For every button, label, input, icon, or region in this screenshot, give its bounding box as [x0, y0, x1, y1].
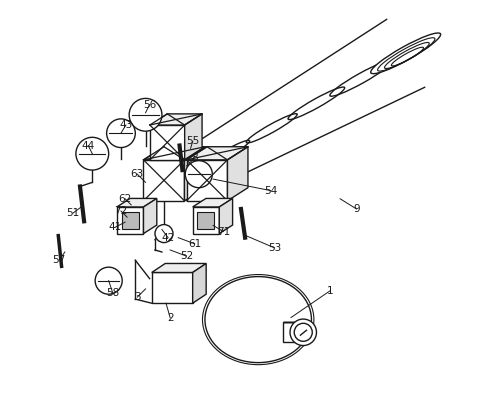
Text: 2: 2: [167, 313, 173, 323]
Text: 56: 56: [143, 99, 156, 110]
Text: 41: 41: [108, 222, 122, 232]
Text: 72: 72: [114, 206, 128, 216]
Text: 63: 63: [130, 169, 144, 179]
Bar: [122, 212, 138, 229]
Text: 9: 9: [353, 204, 360, 214]
Polygon shape: [152, 263, 206, 273]
Text: 8: 8: [192, 153, 198, 163]
Circle shape: [129, 98, 162, 131]
Circle shape: [95, 267, 122, 294]
Text: 52: 52: [180, 251, 193, 261]
Polygon shape: [184, 114, 202, 160]
Polygon shape: [117, 199, 157, 207]
Text: 57: 57: [52, 255, 66, 265]
Polygon shape: [186, 160, 228, 201]
Polygon shape: [184, 147, 205, 201]
Polygon shape: [152, 273, 192, 303]
Polygon shape: [192, 207, 220, 234]
Circle shape: [186, 161, 212, 188]
Polygon shape: [150, 125, 184, 160]
Polygon shape: [192, 263, 206, 303]
Polygon shape: [192, 199, 232, 207]
Polygon shape: [144, 147, 205, 160]
Polygon shape: [283, 322, 304, 342]
Circle shape: [290, 319, 316, 346]
Text: 61: 61: [188, 239, 202, 249]
Text: 42: 42: [162, 233, 174, 243]
Polygon shape: [117, 207, 143, 234]
Polygon shape: [150, 114, 202, 125]
Text: 54: 54: [264, 186, 277, 196]
Polygon shape: [186, 147, 248, 160]
Bar: [198, 212, 214, 229]
Ellipse shape: [205, 277, 312, 362]
Ellipse shape: [370, 33, 440, 74]
Text: 44: 44: [82, 140, 95, 150]
Text: 71: 71: [216, 227, 230, 237]
Circle shape: [294, 323, 312, 342]
Circle shape: [106, 119, 136, 148]
Text: 51: 51: [66, 208, 80, 218]
Polygon shape: [220, 199, 232, 234]
Text: 43: 43: [120, 120, 132, 130]
Text: 53: 53: [268, 243, 281, 253]
Circle shape: [155, 224, 173, 242]
Polygon shape: [304, 322, 308, 342]
Polygon shape: [144, 160, 184, 201]
Text: 55: 55: [186, 136, 200, 146]
Text: 62: 62: [118, 194, 132, 204]
Text: 58: 58: [106, 288, 120, 298]
Text: 3: 3: [134, 292, 140, 302]
Polygon shape: [228, 147, 248, 201]
Text: 1: 1: [326, 286, 333, 296]
Circle shape: [76, 137, 108, 170]
Polygon shape: [144, 199, 157, 234]
